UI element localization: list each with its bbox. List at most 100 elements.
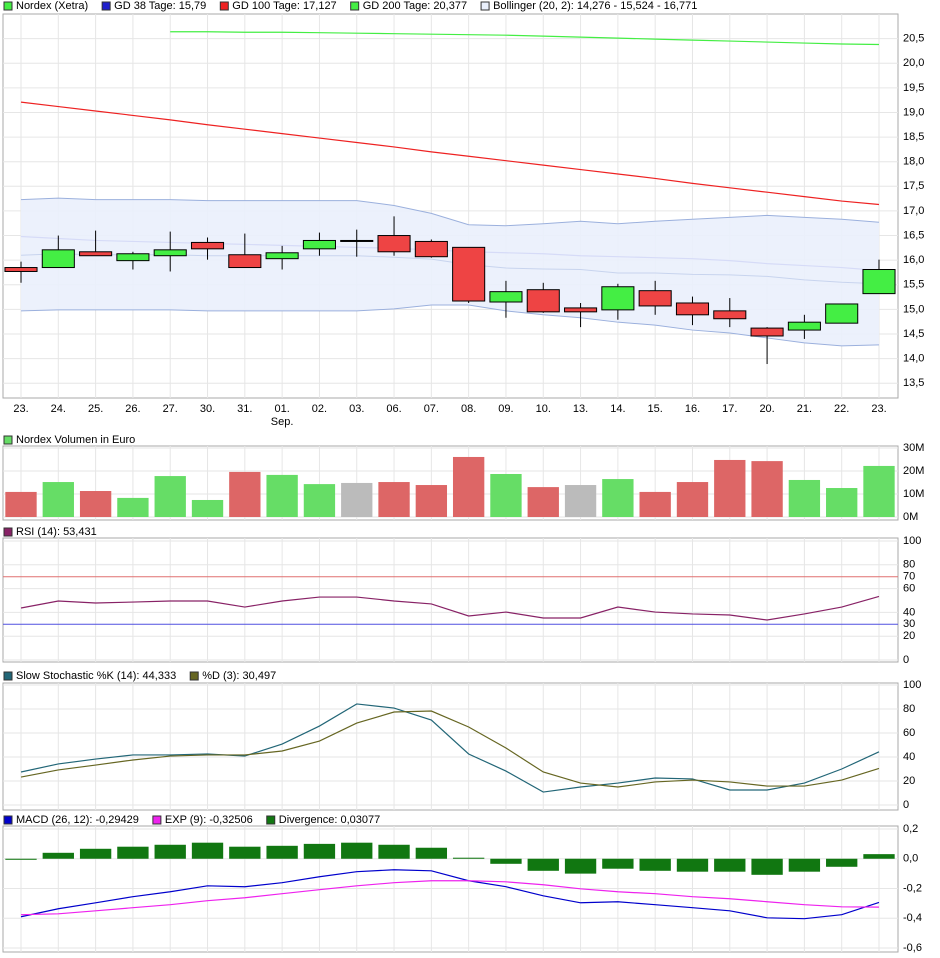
candle-body: [302, 239, 336, 250]
bar: [826, 488, 858, 517]
candle-body: [116, 253, 150, 262]
y-tick-label: 40: [903, 751, 915, 763]
y-tick-label: 80: [903, 703, 915, 715]
y-tick-label: 60: [903, 583, 915, 595]
legend-swatch: [152, 815, 162, 825]
bar: [564, 858, 597, 874]
y-tick-label: 14,5: [903, 328, 924, 340]
bar: [117, 497, 149, 517]
x-tick-label: 15.: [648, 403, 663, 415]
y-tick-label: 19,5: [903, 82, 924, 94]
bar: [303, 843, 336, 859]
y-tick-label: 60: [903, 727, 915, 739]
candle-body: [675, 302, 710, 316]
y-tick-label: 30M: [903, 442, 924, 454]
bar: [341, 842, 373, 859]
y-tick-label: 0M: [903, 511, 918, 523]
line: [170, 31, 880, 46]
x-tick-label: 20.: [759, 403, 774, 415]
legend-label: Divergence: 0,03077: [279, 814, 381, 826]
legend-label: Slow Stochastic %K (14): 44,333: [16, 670, 176, 682]
y-tick-label: 17,5: [903, 180, 924, 192]
y-tick-label: 20,0: [903, 57, 924, 69]
legend-label: EXP (9): -0,32506: [165, 814, 253, 826]
x-tick-label: 16.: [685, 403, 700, 415]
bar: [788, 479, 821, 517]
bar: [5, 858, 37, 860]
legend-label: GD 200 Tage: 20,377: [363, 0, 467, 12]
bar: [714, 858, 746, 872]
y-tick-label: 10M: [903, 488, 924, 500]
x-tick-label: 25.: [88, 403, 103, 415]
band-lower: [20, 304, 880, 347]
reference-label: 70: [903, 571, 915, 583]
line: [20, 710, 880, 788]
y-tick-label: 20M: [903, 465, 924, 477]
candle-body: [79, 251, 113, 257]
y-tick-label: 18,5: [903, 131, 924, 143]
bar: [378, 482, 410, 517]
line: [20, 101, 880, 206]
bar: [117, 846, 149, 859]
bar: [751, 461, 783, 517]
candle-body: [825, 303, 859, 324]
candle-body: [862, 269, 896, 295]
band-upper: [20, 197, 880, 227]
x-tick-label: 07.: [424, 403, 439, 415]
plot-area: [2, 682, 899, 811]
y-tick-label: 18,0: [903, 156, 924, 168]
line: [20, 595, 880, 621]
y-tick-label: 15,5: [903, 279, 924, 291]
bar: [452, 456, 485, 517]
y-tick-label: -0,6: [903, 942, 922, 954]
line: [20, 703, 880, 793]
x-tick-label: 10.: [536, 403, 551, 415]
y-tick-label: 0: [903, 799, 909, 811]
bar: [229, 846, 261, 859]
x-tick-label: 17.: [722, 403, 737, 415]
bar: [266, 845, 298, 859]
y-tick-label: 20,5: [903, 33, 924, 45]
legend-swatch: [3, 1, 13, 11]
bar: [79, 848, 112, 859]
bar: [266, 474, 298, 517]
line: [20, 869, 880, 920]
legend-swatch: [101, 1, 111, 11]
x-tick-label: 02.: [312, 403, 327, 415]
bar: [490, 473, 522, 517]
candle-body: [787, 321, 821, 331]
candle-body: [377, 235, 411, 253]
legend-label: RSI (14): 53,431: [16, 526, 97, 538]
bar: [564, 485, 597, 517]
bar: [639, 491, 671, 517]
candle-body: [601, 286, 635, 311]
bar: [154, 476, 186, 517]
x-tick-label: 23.: [13, 403, 28, 415]
x-tick-label: 30.: [200, 403, 215, 415]
x-tick-label: 01.: [274, 403, 289, 415]
y-tick-label: 20: [903, 775, 915, 787]
legend-swatch: [189, 671, 199, 681]
bar: [191, 499, 224, 517]
legend-label: GD 38 Tage: 15,79: [114, 0, 206, 12]
x-tick-label: 21.: [797, 403, 812, 415]
bar: [490, 858, 522, 864]
candle-body: [489, 291, 523, 303]
legend-swatch: [350, 1, 360, 11]
bar: [229, 471, 261, 517]
bar: [303, 484, 336, 517]
candle-body: [564, 307, 598, 313]
y-tick-label: 15,0: [903, 303, 924, 315]
legend-swatch: [266, 815, 276, 825]
candle-body: [265, 252, 299, 260]
y-tick-label: -0,2: [903, 882, 922, 894]
x-tick-label: 23.: [871, 403, 886, 415]
bar: [452, 857, 485, 859]
candle-body: [190, 241, 225, 250]
bar: [676, 858, 709, 872]
bar: [527, 487, 559, 517]
x-tick-label: 13.: [573, 403, 588, 415]
x-tick-label: 03.: [349, 403, 364, 415]
x-tick-label: 14.: [610, 403, 625, 415]
bar: [527, 858, 559, 871]
